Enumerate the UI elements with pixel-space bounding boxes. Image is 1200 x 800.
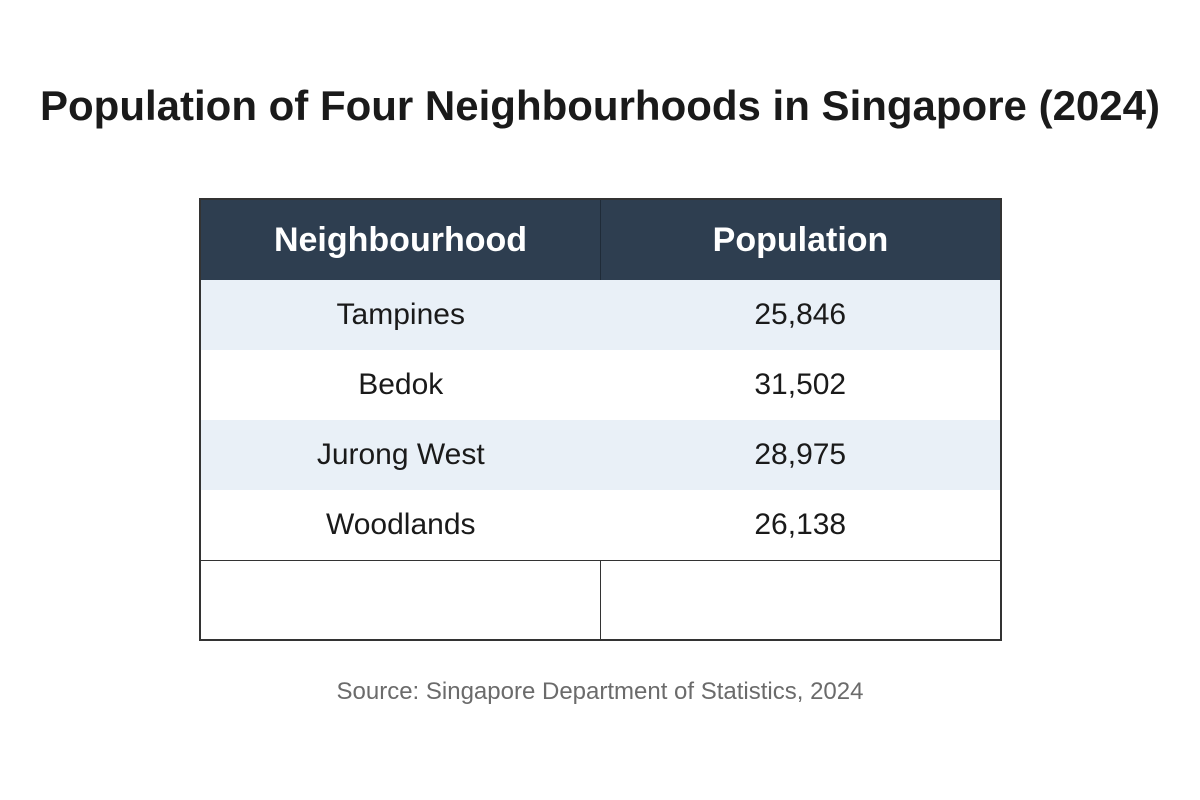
cell-neighbourhood: Bedok (201, 350, 601, 420)
source-note: Source: Singapore Department of Statisti… (336, 678, 864, 705)
table-row: Woodlands 26,138 (201, 490, 1000, 561)
empty-cell (600, 560, 1000, 639)
cell-population: 25,846 (600, 280, 1000, 350)
empty-cell (201, 560, 601, 639)
cell-neighbourhood: Jurong West (201, 420, 601, 490)
chart-title: Population of Four Neighbourhoods in Sin… (40, 82, 1160, 129)
cell-population: 26,138 (600, 490, 1000, 561)
table-row: Jurong West 28,975 (201, 420, 1000, 490)
table-row: Tampines 25,846 (201, 280, 1000, 350)
cell-population: 31,502 (600, 350, 1000, 420)
column-header-population: Population (600, 200, 1000, 280)
cell-neighbourhood: Woodlands (201, 490, 601, 561)
cell-population: 28,975 (600, 420, 1000, 490)
column-header-neighbourhood: Neighbourhood (201, 200, 601, 280)
table-row: Bedok 31,502 (201, 350, 1000, 420)
empty-table-row (201, 560, 1000, 639)
header-row: Neighbourhood Population (201, 200, 1000, 280)
cell-neighbourhood: Tampines (201, 280, 601, 350)
data-table: Neighbourhood Population Tampines 25,846… (199, 198, 1002, 641)
